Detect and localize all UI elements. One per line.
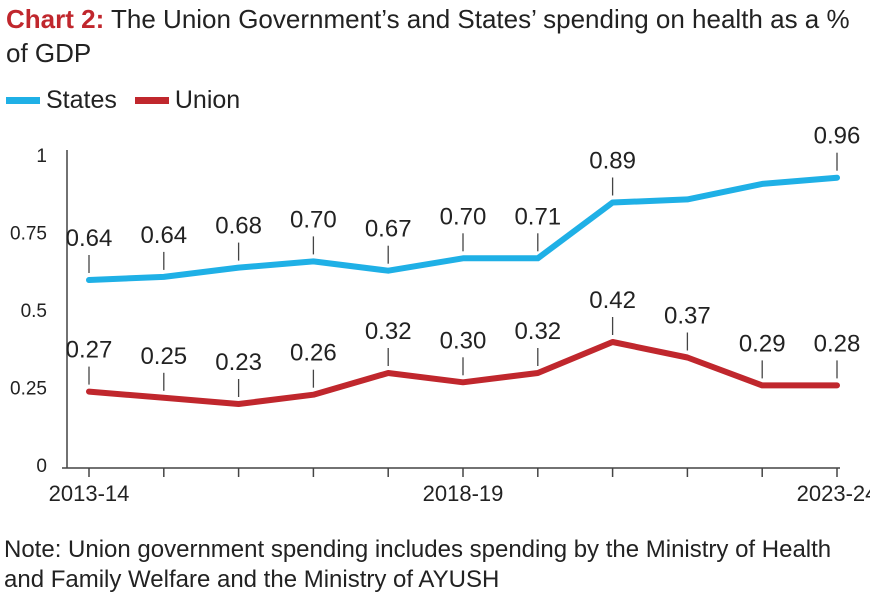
legend-item-states: States — [6, 86, 117, 115]
union-series-line — [86, 339, 840, 407]
union-data-label: 0.28 — [814, 330, 861, 357]
legend-swatch-states — [6, 96, 40, 104]
union-data-label: 0.32 — [514, 318, 561, 345]
legend-item-union: Union — [134, 85, 241, 115]
union-data-label: 0.29 — [739, 330, 786, 357]
y-tick-label: 0.75 — [10, 224, 47, 245]
states-data-label: 0.96 — [814, 123, 861, 150]
y-tick-label: 0 — [36, 456, 47, 477]
states-data-label: 0.64 — [66, 225, 113, 252]
union-data-label: 0.30 — [440, 327, 487, 354]
y-tick-label: 0.25 — [10, 379, 47, 400]
chart-title-lead: Chart 2: — [6, 4, 105, 34]
x-tick-label: 2013-14 — [49, 481, 130, 506]
union-data-label: 0.37 — [664, 303, 711, 330]
states-data-label: 0.68 — [215, 213, 262, 240]
y-tick-label: 1 — [36, 146, 47, 167]
states-data-label: 0.70 — [440, 203, 487, 230]
states-data-label: 0.89 — [589, 148, 636, 175]
states-data-label: 0.67 — [365, 216, 412, 243]
states-data-label: 0.70 — [290, 206, 337, 233]
states-data-label: 0.64 — [140, 222, 187, 249]
union-data-label: 0.23 — [215, 349, 262, 376]
legend: States Union — [6, 84, 258, 116]
states-data-label: 0.71 — [514, 203, 561, 230]
union-data-label: 0.26 — [290, 340, 337, 367]
states-series-line — [86, 174, 840, 283]
legend-swatch-union — [134, 96, 169, 104]
legend-label-states: States — [46, 85, 117, 114]
x-tick-label: 2018-19 — [423, 481, 504, 506]
union-data-label: 0.32 — [365, 318, 412, 345]
chart-note: Note: Union government spending includes… — [4, 536, 832, 593]
union-data-label: 0.25 — [140, 343, 187, 370]
union-data-label: 0.27 — [66, 337, 113, 364]
x-tick-label: 2023-24 — [797, 481, 870, 506]
union-data-label: 0.42 — [589, 287, 636, 314]
y-tick-label: 0.5 — [21, 301, 47, 322]
chart-title: Chart 2: The Union Government’s and Stat… — [6, 2, 866, 70]
legend-label-union: Union — [174, 85, 241, 114]
line-chart: 0 0.25 0.5 0.75 1 2013-14 2018-19 2023-24 0.64 0.… — [10, 123, 870, 506]
chart-title-text: The Union Government’s and States’ spend… — [6, 4, 850, 68]
